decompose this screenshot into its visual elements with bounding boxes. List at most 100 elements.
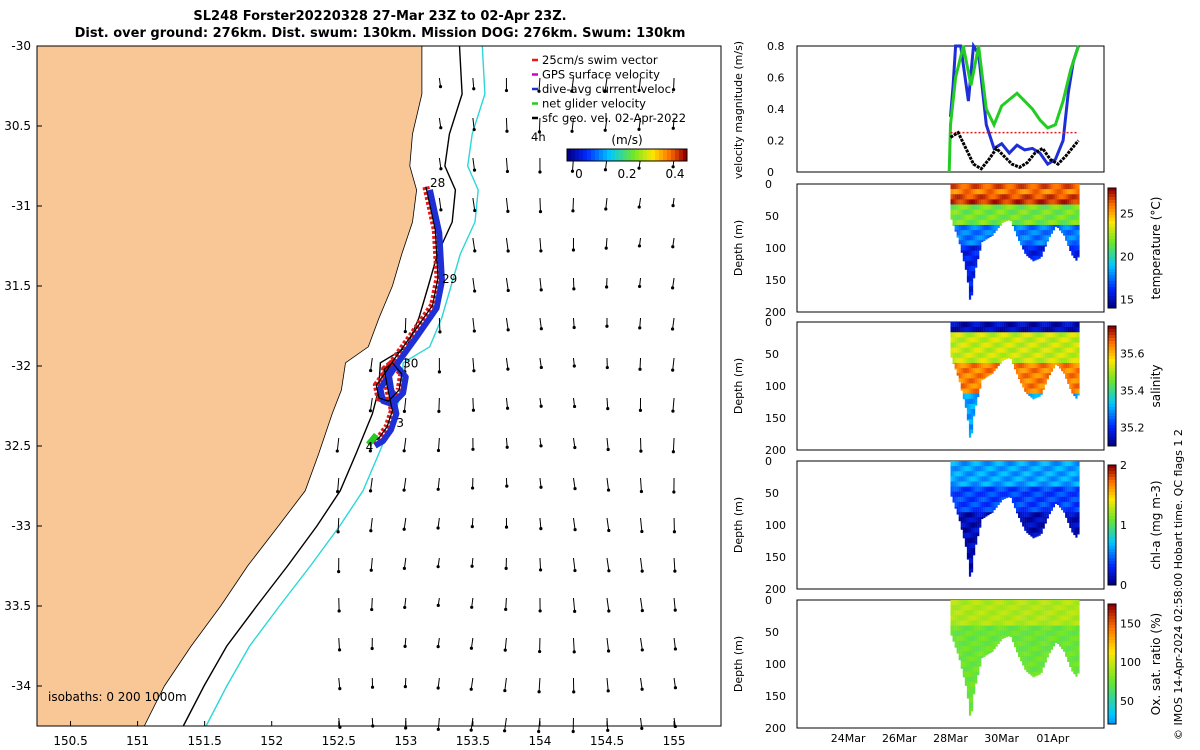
heatmap-cell [964, 342, 968, 349]
heatmap-cell [1058, 184, 1062, 190]
heatmap-cell [975, 517, 978, 523]
heatmap-cell [1032, 347, 1035, 354]
heatmap-cell [975, 630, 978, 637]
current-arrow-head [438, 330, 442, 334]
heatmap-cell [954, 327, 957, 333]
heatmap-cell [977, 388, 980, 395]
heatmap-cell [1065, 235, 1068, 241]
profile-colorbar-cell [1108, 628, 1116, 632]
heatmap-cell [1050, 230, 1053, 234]
current-arrow-head [503, 648, 507, 652]
current-arrow-shaft [672, 357, 675, 371]
heatmap-cell [1018, 496, 1021, 503]
heatmap-cell [1034, 327, 1037, 333]
heatmap-cell [1038, 224, 1041, 231]
heatmap-cell [964, 245, 968, 252]
heatmap-cell [1069, 224, 1072, 231]
heatmap-cell [977, 235, 980, 241]
heatmap-cell [1069, 373, 1072, 379]
profile-colorbar-cell [1108, 305, 1116, 309]
heatmap-cell [981, 517, 984, 520]
heatmap-cell [997, 481, 1000, 488]
heatmap-cell [991, 189, 994, 195]
heatmap-cell [1003, 620, 1006, 627]
current-arrow-head [606, 728, 610, 732]
heatmap-cell [985, 342, 988, 349]
heatmap-cell [1054, 352, 1058, 359]
heatmap-cell [1075, 666, 1078, 673]
heatmap-cell [975, 620, 978, 627]
heatmap-cell [1067, 651, 1070, 657]
heatmap-cell [1036, 378, 1039, 384]
heatmap-cell [970, 230, 974, 236]
heatmap-cell [1050, 342, 1053, 349]
heatmap-cell [1018, 219, 1021, 226]
heatmap-cell [993, 230, 996, 234]
heatmap-cell [1054, 219, 1058, 226]
profile-colorbar-cell [1108, 278, 1116, 282]
heatmap-cell [981, 466, 984, 472]
current-arrow-head [436, 448, 441, 453]
heatmap-cell [1065, 342, 1068, 349]
heatmap-cell [1015, 651, 1019, 653]
heatmap-cell [1071, 491, 1074, 498]
heatmap-cell [985, 322, 988, 328]
heatmap-cell [983, 461, 986, 467]
heatmap-cell [979, 461, 982, 467]
heatmap-cell [987, 466, 990, 472]
heatmap-cell [1069, 332, 1072, 338]
heatmap-cell [1015, 496, 1019, 503]
heatmap-cell [952, 194, 955, 200]
heatmap-cell [1040, 373, 1043, 379]
heatmap-cell [985, 476, 988, 482]
heatmap-cell [983, 625, 986, 632]
heatmap-cell [1005, 332, 1008, 338]
heatmap-cell [1073, 630, 1076, 637]
heatmap-cell [1056, 610, 1060, 616]
heatmap-cell [1028, 378, 1031, 384]
heatmap-cell [954, 214, 957, 221]
heatmap-cell [1073, 651, 1076, 657]
heatmap-cell [973, 414, 976, 417]
heatmap-cell [1030, 501, 1033, 508]
heatmap-cell [1069, 476, 1072, 482]
heatmap-cell [1046, 605, 1049, 611]
heatmap-cell [1063, 332, 1066, 338]
heatmap-cell [954, 646, 957, 648]
heatmap-cell [977, 250, 980, 257]
heatmap-cell [993, 600, 996, 606]
colorbar-cell [627, 149, 632, 161]
heatmap-cell [985, 625, 988, 632]
heatmap-cell [960, 630, 963, 637]
heatmap-cell [1075, 471, 1078, 477]
heatmap-cell [975, 681, 978, 684]
heatmap-cell [1044, 600, 1047, 606]
heatmap-cell [968, 245, 972, 252]
heatmap-cell [1024, 615, 1027, 621]
current-arrow-head [572, 404, 577, 409]
heatmap-cell [1030, 481, 1033, 488]
heatmap-cell [985, 615, 988, 621]
heatmap-cell [1046, 224, 1049, 231]
profile-colorbar-cell [1108, 655, 1116, 659]
heatmap-cell [975, 501, 978, 508]
heatmap-cell [1018, 199, 1021, 205]
heatmap-cell [1022, 245, 1025, 250]
heatmap-cell [1077, 532, 1080, 535]
colorbar-cell [583, 149, 588, 161]
heatmap-cell [1063, 635, 1066, 642]
heatmap-cell [985, 635, 988, 642]
heatmap-cell [952, 219, 955, 226]
current-arrow-shaft [672, 117, 675, 129]
heatmap-cell [1028, 357, 1031, 364]
heatmap-cell [1036, 625, 1039, 632]
heatmap-cell [991, 342, 994, 349]
heatmap-cell [1040, 522, 1043, 529]
heatmap-cell [1063, 327, 1066, 333]
heatmap-cell [964, 368, 968, 374]
current-arrow-head [368, 449, 372, 453]
heatmap-cell [1054, 630, 1058, 637]
heatmap-cell [1058, 600, 1062, 606]
heatmap-cell [1030, 512, 1033, 518]
heatmap-cell [1020, 209, 1023, 216]
